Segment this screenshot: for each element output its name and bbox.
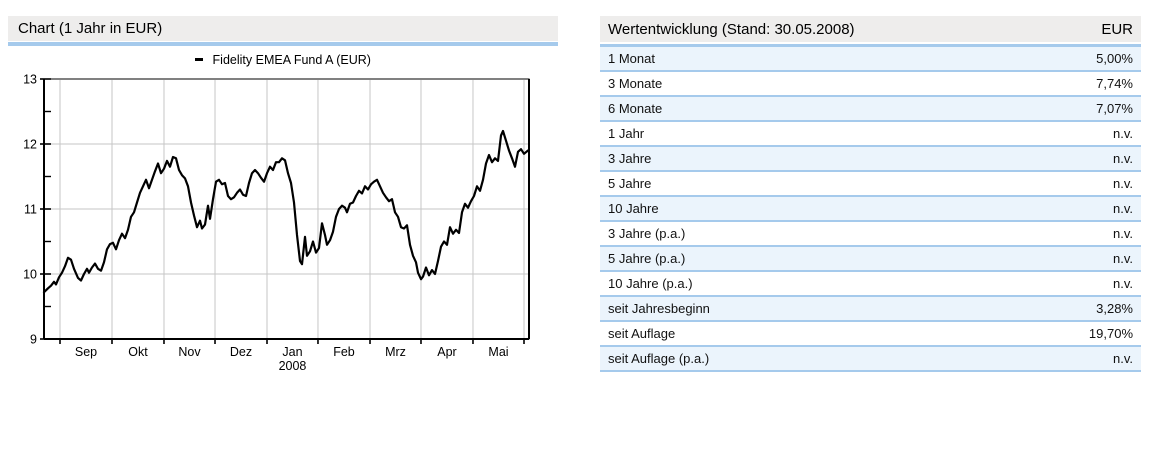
row-period-label: 1 Jahr bbox=[608, 126, 645, 141]
row-performance-value: n.v. bbox=[1113, 201, 1133, 216]
table-row: 3 Jahre (p.a.) n.v. bbox=[600, 222, 1141, 247]
table-row: 6 Monate 7,07% bbox=[600, 97, 1141, 122]
performance-table-panel: Wertentwicklung (Stand: 30.05.2008) EUR … bbox=[600, 16, 1141, 372]
table-row: seit Auflage 19,70% bbox=[600, 322, 1141, 347]
row-period-label: 6 Monate bbox=[608, 101, 663, 116]
row-period-label: 3 Jahre bbox=[608, 151, 652, 166]
table-row: 3 Jahre n.v. bbox=[600, 147, 1141, 172]
row-performance-value: n.v. bbox=[1113, 151, 1133, 166]
row-period-label: 3 Monate bbox=[608, 76, 663, 91]
y-axis-label: 12 bbox=[23, 138, 37, 152]
table-row: 5 Jahre n.v. bbox=[600, 172, 1141, 197]
row-performance-value: n.v. bbox=[1113, 176, 1133, 191]
y-axis-label: 9 bbox=[30, 333, 37, 347]
legend-line-marker-icon bbox=[195, 58, 204, 62]
row-performance-value: n.v. bbox=[1113, 276, 1133, 291]
table-row: 10 Jahre n.v. bbox=[600, 197, 1141, 222]
row-performance-value: 7,74% bbox=[1096, 76, 1133, 91]
chart-panel-title: Chart (1 Jahr in EUR) bbox=[18, 20, 163, 37]
row-performance-value: 3,28% bbox=[1096, 301, 1133, 316]
table-row: 1 Monat 5,00% bbox=[600, 47, 1141, 72]
x-axis-year-label: 2008 bbox=[279, 359, 307, 373]
row-performance-value: n.v. bbox=[1113, 226, 1133, 241]
row-period-label: 10 Jahre bbox=[608, 201, 659, 216]
price-line bbox=[42, 129, 530, 294]
accent-divider bbox=[8, 42, 558, 46]
y-axis-label: 13 bbox=[23, 73, 37, 87]
x-axis-month-label: Apr bbox=[437, 345, 456, 359]
row-period-label: 3 Jahre (p.a.) bbox=[608, 226, 686, 241]
row-performance-value: 19,70% bbox=[1088, 326, 1133, 341]
y-axis-label: 10 bbox=[23, 268, 37, 282]
table-row: seit Auflage (p.a.) n.v. bbox=[600, 347, 1141, 372]
table-row: 10 Jahre (p.a.) n.v. bbox=[600, 272, 1141, 297]
x-axis-month-label: Nov bbox=[178, 345, 201, 359]
chart-legend: Fidelity EMEA Fund A (EUR) bbox=[8, 53, 558, 70]
x-axis-month-label: Jan bbox=[282, 345, 302, 359]
performance-line-chart: 9 10 11 12 13 Sep Okt Nov Dez Jan Feb Mrz Apr Mai 2008 bbox=[23, 73, 530, 373]
table-row: seit Jahresbeginn 3,28% bbox=[600, 297, 1141, 322]
performance-table-title: Wertentwicklung (Stand: 30.05.2008) bbox=[608, 20, 855, 38]
accent-divider bbox=[600, 44, 1141, 47]
legend-series-label: Fidelity EMEA Fund A (EUR) bbox=[212, 53, 371, 67]
row-period-label: seit Auflage bbox=[608, 326, 676, 341]
performance-table-header: Wertentwicklung (Stand: 30.05.2008) EUR bbox=[600, 16, 1141, 42]
table-row: 3 Monate 7,74% bbox=[600, 72, 1141, 97]
x-axis-month-label: Mai bbox=[488, 345, 508, 359]
row-performance-value: n.v. bbox=[1113, 351, 1133, 366]
x-axis-month-label: Sep bbox=[75, 345, 97, 359]
row-period-label: 5 Jahre (p.a.) bbox=[608, 251, 686, 266]
row-period-label: 1 Monat bbox=[608, 51, 655, 66]
row-period-label: seit Auflage (p.a.) bbox=[608, 351, 710, 366]
row-period-label: 10 Jahre (p.a.) bbox=[608, 276, 693, 291]
y-axis-label: 11 bbox=[24, 203, 37, 217]
row-period-label: seit Jahresbeginn bbox=[608, 301, 710, 316]
performance-table-rows: 1 Monat 5,00% 3 Monate 7,74% 6 Monate 7,07% 1 … bbox=[600, 47, 1141, 372]
x-axis-month-label: Okt bbox=[128, 345, 148, 359]
x-axis-month-label: Feb bbox=[333, 345, 355, 359]
row-period-label: 5 Jahre bbox=[608, 176, 652, 191]
row-performance-value: 7,07% bbox=[1096, 101, 1133, 116]
table-row: 1 Jahr n.v. bbox=[600, 122, 1141, 147]
chart-panel: Chart (1 Jahr in EUR) Fidelity EMEA Fund… bbox=[8, 16, 558, 376]
chart-panel-header: Chart (1 Jahr in EUR) bbox=[8, 16, 558, 41]
x-axis-month-label: Mrz bbox=[385, 345, 406, 359]
table-row: 5 Jahre (p.a.) n.v. bbox=[600, 247, 1141, 272]
performance-table-currency: EUR bbox=[1101, 20, 1133, 38]
row-performance-value: n.v. bbox=[1113, 126, 1133, 141]
row-performance-value: n.v. bbox=[1113, 251, 1133, 266]
x-axis-month-label: Dez bbox=[230, 345, 252, 359]
row-performance-value: 5,00% bbox=[1096, 51, 1133, 66]
